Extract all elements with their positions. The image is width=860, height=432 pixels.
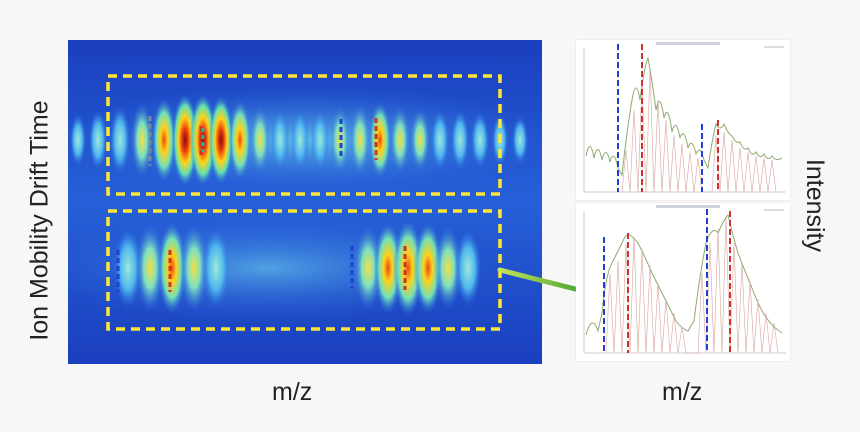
lower-spectrum-panel <box>576 203 790 361</box>
x-axis-label-right: m/z <box>662 378 703 406</box>
y-axis-label: Ion Mobility Drift Time <box>25 99 54 341</box>
mobility-heatmap <box>68 40 542 364</box>
upper-spectrum-envelope <box>585 56 783 177</box>
intensity-axis-label: Intensity <box>801 158 830 252</box>
lower-spectrum-fine <box>605 216 779 354</box>
x-axis-label-left: m/z <box>272 378 313 406</box>
upper-spectrum-panel <box>576 40 790 200</box>
upper-spectrum-fine <box>621 69 777 193</box>
upper-region-box <box>106 74 502 196</box>
